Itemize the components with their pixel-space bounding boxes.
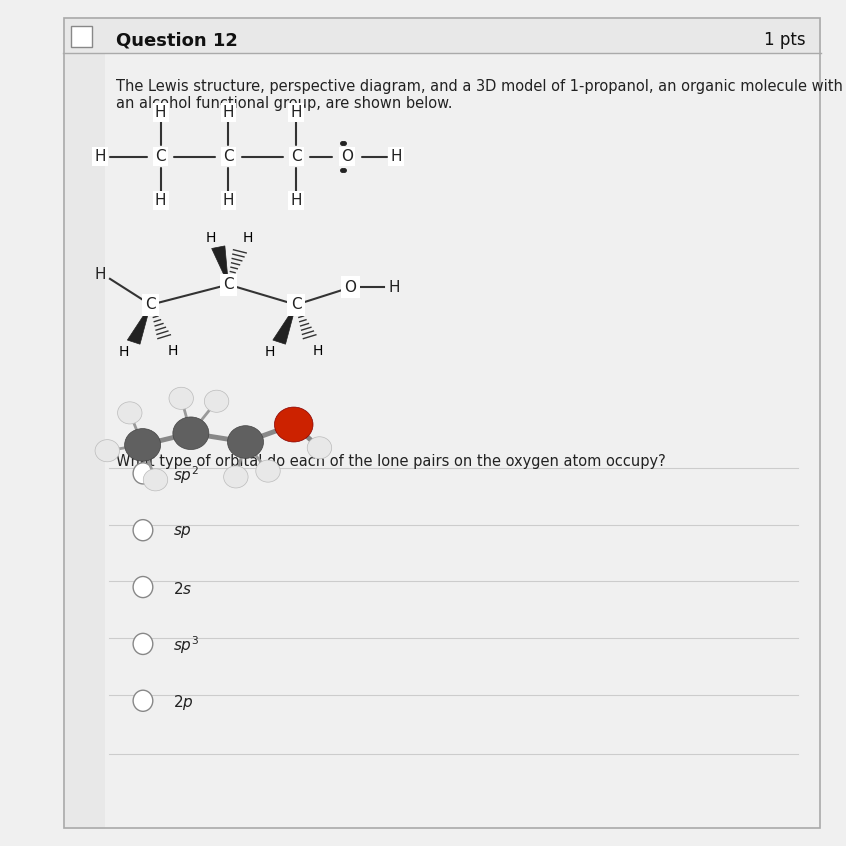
Text: H: H: [155, 105, 167, 120]
Polygon shape: [212, 246, 228, 284]
Text: H: H: [222, 193, 234, 208]
Text: H: H: [388, 280, 400, 295]
FancyBboxPatch shape: [71, 26, 92, 47]
Text: C: C: [223, 149, 233, 164]
Text: Question 12: Question 12: [117, 31, 239, 49]
Text: C: C: [291, 297, 301, 312]
Text: H: H: [155, 193, 167, 208]
Circle shape: [133, 634, 153, 655]
Text: $\mathit{sp}^2$: $\mathit{sp}^2$: [173, 464, 200, 486]
Circle shape: [124, 429, 161, 461]
Text: The Lewis structure, perspective diagram, and a 3D model of 1-propanol, an organ: The Lewis structure, perspective diagram…: [117, 79, 843, 94]
Circle shape: [95, 440, 119, 462]
Circle shape: [307, 437, 332, 459]
Text: $\mathit{sp}^3$: $\mathit{sp}^3$: [173, 634, 200, 656]
Text: H: H: [390, 149, 402, 164]
Text: C: C: [146, 297, 156, 312]
Circle shape: [133, 690, 153, 711]
Text: H: H: [94, 149, 106, 164]
Text: H: H: [243, 231, 253, 245]
Text: $\mathit{sp}$: $\mathit{sp}$: [173, 524, 192, 540]
Circle shape: [223, 466, 248, 488]
Circle shape: [274, 407, 313, 442]
Circle shape: [133, 576, 153, 597]
Circle shape: [205, 390, 228, 412]
Text: $\mathit{2p}$: $\mathit{2p}$: [173, 693, 194, 711]
Circle shape: [228, 426, 263, 459]
Circle shape: [169, 387, 194, 409]
Circle shape: [173, 417, 209, 449]
Text: an alcohol functional group, are shown below.: an alcohol functional group, are shown b…: [117, 96, 453, 111]
Text: C: C: [223, 277, 233, 292]
Text: $\mathit{2s}$: $\mathit{2s}$: [173, 580, 193, 596]
Circle shape: [133, 519, 153, 541]
Circle shape: [133, 463, 153, 484]
Text: What type of orbital do each of the lone pairs on the oxygen atom occupy?: What type of orbital do each of the lone…: [117, 453, 666, 469]
Text: H: H: [206, 231, 216, 245]
Polygon shape: [128, 305, 151, 344]
Text: H: H: [168, 343, 178, 358]
Circle shape: [143, 469, 168, 491]
FancyBboxPatch shape: [63, 17, 105, 829]
Text: H: H: [265, 345, 275, 360]
Text: H: H: [290, 193, 302, 208]
Text: C: C: [291, 149, 301, 164]
Text: H: H: [290, 105, 302, 120]
Text: O: O: [344, 280, 356, 295]
Polygon shape: [273, 305, 296, 344]
Circle shape: [255, 460, 280, 482]
Text: H: H: [119, 345, 129, 360]
Text: H: H: [95, 267, 107, 282]
Circle shape: [118, 402, 142, 424]
Text: H: H: [222, 105, 234, 120]
Text: C: C: [156, 149, 166, 164]
Text: 1 pts: 1 pts: [764, 31, 805, 49]
Text: O: O: [341, 149, 353, 164]
FancyBboxPatch shape: [63, 17, 821, 53]
Text: H: H: [313, 343, 323, 358]
